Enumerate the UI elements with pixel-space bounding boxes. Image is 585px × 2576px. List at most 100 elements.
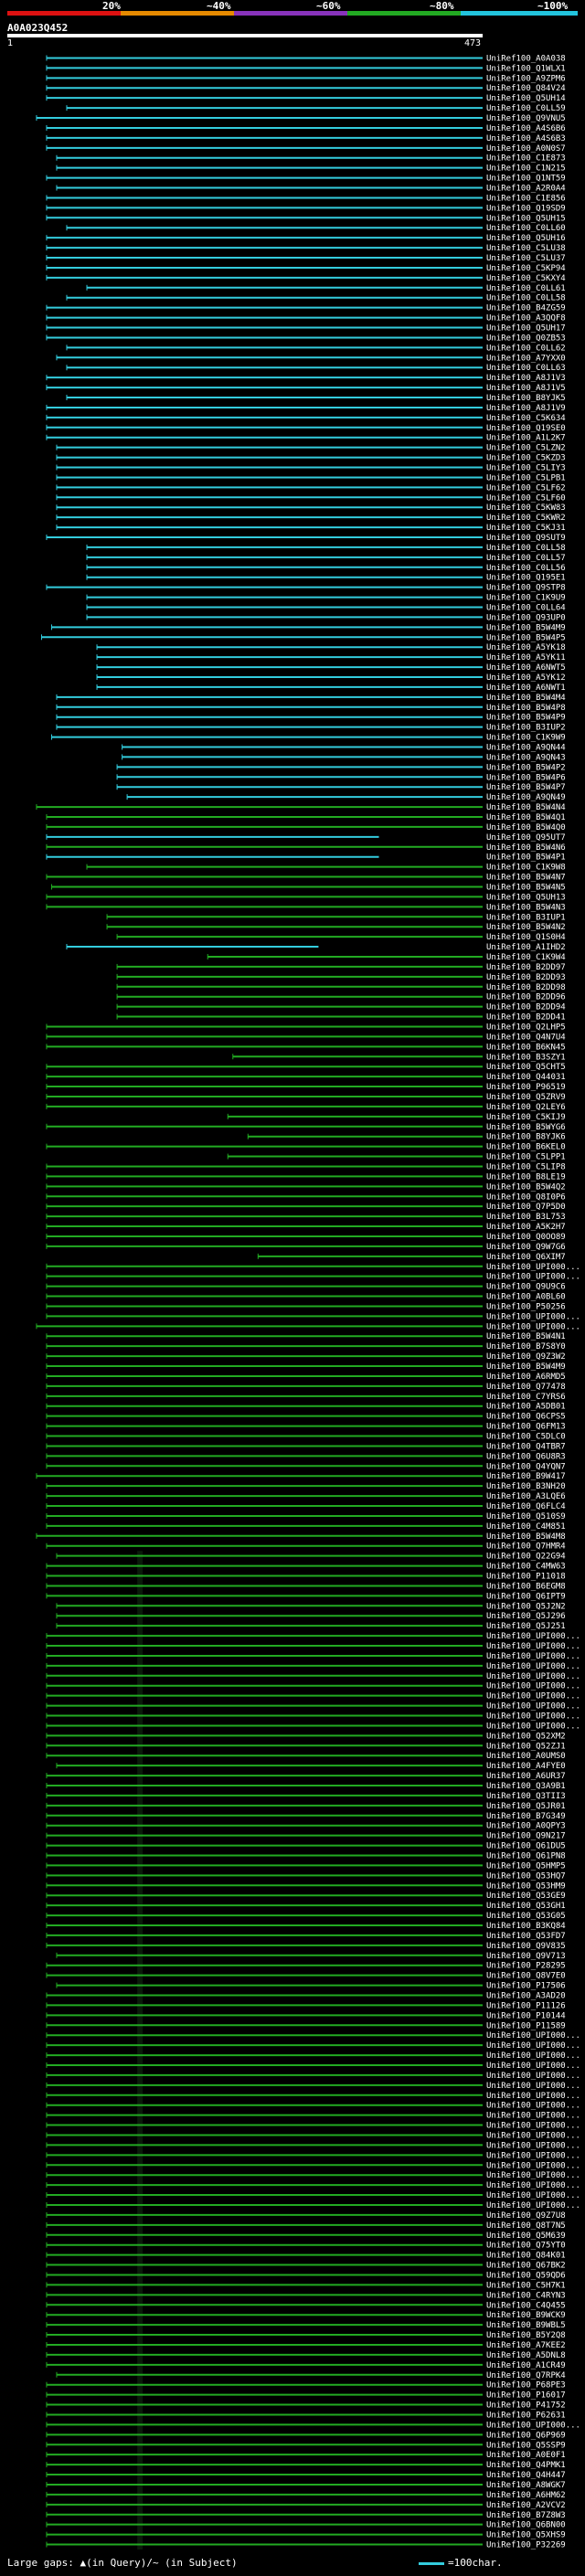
hit-label[interactable]: UniRef100_Q19SD9: [486, 204, 566, 213]
hit-label[interactable]: UniRef100_B4ZG59: [486, 304, 566, 313]
hit-label[interactable]: UniRef100_Q5CHT5: [486, 1063, 566, 1072]
hit-label[interactable]: UniRef100_UPI000...: [486, 2082, 580, 2091]
hit-label[interactable]: UniRef100_P11589: [486, 2021, 566, 2030]
hit-label[interactable]: UniRef100_B5W4P1: [486, 853, 566, 863]
hit-label[interactable]: UniRef100_Q6IPT9: [486, 1592, 566, 1601]
hit-label[interactable]: UniRef100_A3LQE6: [486, 1492, 566, 1501]
hit-label[interactable]: UniRef100_Q9W7G6: [486, 1243, 566, 1252]
hit-label[interactable]: UniRef100_C1N215: [486, 164, 566, 174]
hit-label[interactable]: UniRef100_C5KP94: [486, 264, 566, 273]
hit-label[interactable]: UniRef100_Q4YQN7: [486, 1462, 566, 1471]
hit-label[interactable]: UniRef100_B7Z8W3: [486, 2511, 566, 2520]
hit-label[interactable]: UniRef100_C0LL58: [486, 294, 566, 303]
hit-label[interactable]: UniRef100_A8J1V3: [486, 374, 566, 383]
hit-label[interactable]: UniRef100_Q52XM2: [486, 1732, 566, 1741]
hit-label[interactable]: UniRef100_A7YXX0: [486, 354, 566, 363]
hit-label[interactable]: UniRef100_P68PE3: [486, 2381, 566, 2390]
hit-label[interactable]: UniRef100_UPI000...: [486, 1722, 580, 1731]
hit-label[interactable]: UniRef100_Q5J296: [486, 1612, 566, 1621]
hit-label[interactable]: UniRef100_A6UR37: [486, 1772, 566, 1781]
hit-label[interactable]: UniRef100_UPI000...: [486, 1273, 580, 1282]
hit-label[interactable]: UniRef100_A4S6B3: [486, 134, 566, 143]
hit-label[interactable]: UniRef100_C7YRS6: [486, 1393, 566, 1402]
hit-label[interactable]: UniRef100_B2DD94: [486, 1003, 566, 1012]
hit-label[interactable]: UniRef100_UPI000...: [486, 1322, 580, 1331]
hit-label[interactable]: UniRef100_Q195E1: [486, 574, 566, 583]
hit-label[interactable]: UniRef100_UPI000...: [486, 2151, 580, 2160]
hit-label[interactable]: UniRef100_C1K9W4: [486, 953, 566, 962]
hit-label[interactable]: UniRef100_A5YK11: [486, 653, 566, 663]
hit-label[interactable]: UniRef100_P17506: [486, 1982, 566, 1991]
hit-label[interactable]: UniRef100_C0LL56: [486, 564, 566, 573]
hit-label[interactable]: UniRef100_B3L753: [486, 1213, 566, 1222]
hit-label[interactable]: UniRef100_C0LL59: [486, 104, 566, 113]
hit-label[interactable]: UniRef100_A3AD20: [486, 1991, 566, 2000]
hit-label[interactable]: UniRef100_Q5UH17: [486, 324, 566, 334]
hit-label[interactable]: UniRef100_B2DD93: [486, 973, 566, 982]
hit-label[interactable]: UniRef100_UPI000...: [486, 2031, 580, 2041]
hit-label[interactable]: UniRef100_B3IUP2: [486, 724, 566, 733]
hit-label[interactable]: UniRef100_UPI000...: [486, 2161, 580, 2170]
hit-label[interactable]: UniRef100_Q5J251: [486, 1622, 566, 1631]
hit-label[interactable]: UniRef100_B2DD41: [486, 1013, 566, 1023]
hit-label[interactable]: UniRef100_C5K634: [486, 414, 566, 423]
hit-label[interactable]: UniRef100_UPI000...: [486, 1692, 580, 1701]
hit-label[interactable]: UniRef100_B2DD96: [486, 993, 566, 1002]
hit-label[interactable]: UniRef100_C1K9W8: [486, 864, 566, 873]
hit-label[interactable]: UniRef100_UPI000...: [486, 2141, 580, 2150]
hit-label[interactable]: UniRef100_Q7P5D0: [486, 1203, 566, 1212]
hit-label[interactable]: UniRef100_Q6BN00: [486, 2521, 566, 2530]
hit-label[interactable]: UniRef100_C4MW63: [486, 1563, 566, 1572]
hit-label[interactable]: UniRef100_A0BL60: [486, 1293, 566, 1302]
hit-label[interactable]: UniRef100_A5YK12: [486, 673, 566, 683]
hit-label[interactable]: UniRef100_UPI000...: [486, 2112, 580, 2121]
hit-label[interactable]: UniRef100_A9QN49: [486, 793, 566, 802]
hit-label[interactable]: UniRef100_P16017: [486, 2391, 566, 2401]
hit-label[interactable]: UniRef100_Q53G05: [486, 1912, 566, 1921]
hit-label[interactable]: UniRef100_UPI000...: [486, 1642, 580, 1651]
hit-label[interactable]: UniRef100_B5W4P5: [486, 633, 566, 642]
hit-label[interactable]: UniRef100_P28295: [486, 1962, 566, 1971]
hit-label[interactable]: UniRef100_A8J1V5: [486, 384, 566, 393]
hit-label[interactable]: UniRef100_Q59QD6: [486, 2271, 566, 2280]
hit-label[interactable]: UniRef100_C5KWR2: [486, 514, 566, 523]
hit-label[interactable]: UniRef100_B9WBL5: [486, 2321, 566, 2330]
hit-label[interactable]: UniRef100_B5W4P6: [486, 773, 566, 782]
hit-label[interactable]: UniRef100_B5W4N2: [486, 923, 566, 932]
hit-label[interactable]: UniRef100_C4Q455: [486, 2301, 566, 2310]
hit-label[interactable]: UniRef100_C5LIY3: [486, 464, 566, 473]
hit-label[interactable]: UniRef100_Q53GH1: [486, 1902, 566, 1911]
hit-label[interactable]: UniRef100_B5W4N7: [486, 874, 566, 883]
hit-label[interactable]: UniRef100_B5W4M4: [486, 694, 566, 703]
hit-label[interactable]: UniRef100_A5DNL8: [486, 2351, 566, 2360]
hit-label[interactable]: UniRef100_UPI000...: [486, 1672, 580, 1681]
hit-label[interactable]: UniRef100_B2DD97: [486, 963, 566, 972]
hit-label[interactable]: UniRef100_Q6XIM7: [486, 1253, 566, 1262]
hit-label[interactable]: UniRef100_Q5M639: [486, 2231, 566, 2241]
hit-label[interactable]: UniRef100_C0LL57: [486, 554, 566, 563]
hit-label[interactable]: UniRef100_Q67BK2: [486, 2262, 566, 2271]
hit-label[interactable]: UniRef100_Q52ZJ1: [486, 1742, 566, 1751]
hit-label[interactable]: UniRef100_A2R0A4: [486, 185, 566, 194]
hit-label[interactable]: UniRef100_B6KN45: [486, 1043, 566, 1052]
hit-label[interactable]: UniRef100_A8J1V9: [486, 404, 566, 413]
hit-label[interactable]: UniRef100_Q4PMK1: [486, 2461, 566, 2470]
hit-label[interactable]: UniRef100_Q8T7N5: [486, 2221, 566, 2231]
hit-label[interactable]: UniRef100_A5DB01: [486, 1403, 566, 1412]
hit-label[interactable]: UniRef100_C5LF62: [486, 483, 566, 493]
hit-label[interactable]: UniRef100_A9QN43: [486, 753, 566, 762]
hit-label[interactable]: UniRef100_B5W4Q1: [486, 813, 566, 822]
hit-label[interactable]: UniRef100_B8YJK6: [486, 1133, 566, 1142]
hit-label[interactable]: UniRef100_B5W4N1: [486, 1332, 566, 1341]
hit-label[interactable]: UniRef100_C5H7K1: [486, 2281, 566, 2290]
hit-label[interactable]: UniRef100_P11018: [486, 1573, 566, 1582]
hit-label[interactable]: UniRef100_Q61PN8: [486, 1852, 566, 1861]
hit-label[interactable]: UniRef100_B3IUP1: [486, 913, 566, 922]
hit-label[interactable]: UniRef100_Q3A9B1: [486, 1782, 566, 1791]
hit-label[interactable]: UniRef100_A8WGK7: [486, 2481, 566, 2490]
hit-label[interactable]: UniRef100_Q5UH13: [486, 893, 566, 902]
hit-label[interactable]: UniRef100_B5W4P7: [486, 783, 566, 792]
hit-label[interactable]: UniRef100_B5W4M8: [486, 1532, 566, 1542]
hit-label[interactable]: UniRef100_Q75YT0: [486, 2242, 566, 2251]
hit-label[interactable]: UniRef100_Q9SUT9: [486, 534, 566, 543]
